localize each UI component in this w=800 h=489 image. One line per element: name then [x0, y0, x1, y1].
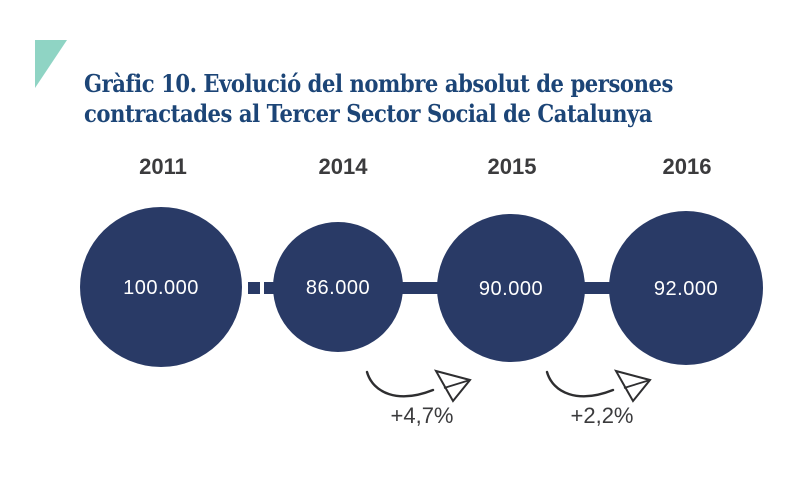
- growth-pct-2015-2016: +2,2%: [571, 403, 634, 428]
- chart-title-line2: contractades al Tercer Sector Social de …: [84, 99, 653, 128]
- corner-triangle-decoration: [35, 40, 67, 88]
- value-2014: 86.000: [306, 277, 370, 299]
- value-2016: 92.000: [654, 278, 718, 300]
- dashed-connector-segment-2: [264, 282, 276, 294]
- year-label-2014: 2014: [319, 154, 369, 179]
- growth-arrow-2015-2016: [545, 369, 652, 403]
- growth-arrow-curve: [545, 370, 615, 398]
- year-label-2016: 2016: [663, 154, 712, 179]
- year-label-2011: 2011: [139, 154, 187, 179]
- circle-2015: [437, 214, 585, 362]
- circle-2011: [80, 207, 242, 367]
- growth-arrow-curve: [365, 370, 435, 398]
- circle-2016: [609, 211, 763, 365]
- dashed-connector-segment-1: [248, 282, 260, 294]
- growth-arrow-2014-2015: [365, 369, 472, 403]
- value-2015: 90.000: [479, 278, 543, 300]
- arrowhead-fold-line: [623, 379, 651, 389]
- circle-2014: [273, 222, 403, 352]
- chart-title-line1: Gràfic 10. Evolució del nombre absolut d…: [84, 69, 673, 98]
- arrowhead-fold-line: [443, 379, 471, 389]
- chart-title: Gràfic 10. Evolució del nombre absolut d…: [84, 69, 673, 129]
- year-label-2015: 2015: [488, 154, 537, 179]
- growth-pct-2014-2015: +4,7%: [391, 403, 454, 428]
- value-2011: 100.000: [123, 277, 199, 299]
